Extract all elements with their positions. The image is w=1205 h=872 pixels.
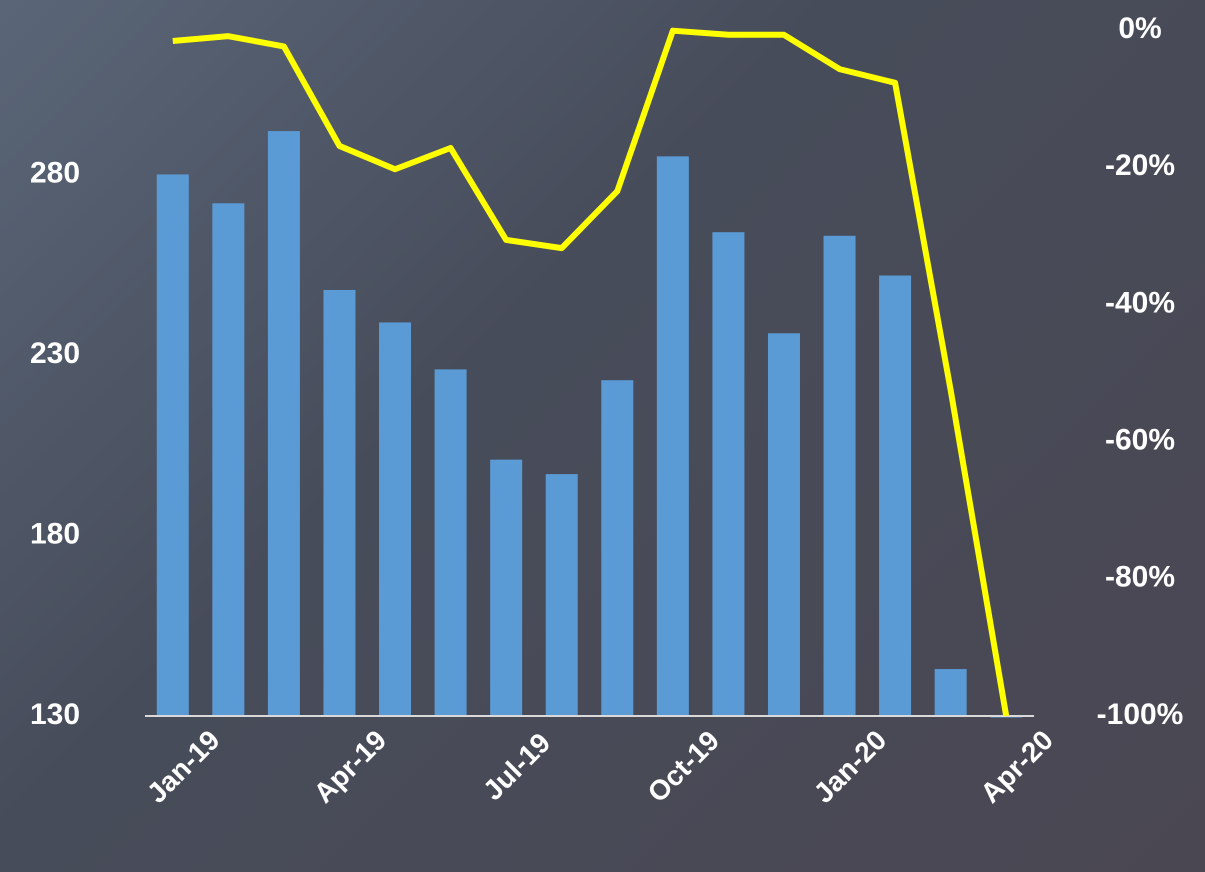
y-tick-label: 280 [30, 156, 80, 189]
bar [545, 474, 578, 716]
bar [879, 275, 912, 716]
x-tick-label: Apr-20 [974, 724, 1059, 809]
y-tick-label: 180 [30, 517, 80, 550]
y2-tick-label: -80% [1105, 561, 1175, 594]
bar [156, 174, 189, 717]
x-tick-label: Apr-19 [308, 724, 393, 809]
bar [934, 669, 967, 716]
y2-tick-label: -40% [1105, 286, 1175, 319]
x-tick-label: Jul-19 [477, 727, 556, 806]
bar [212, 203, 245, 716]
y2-tick-label: -20% [1105, 149, 1175, 182]
y2-tick-label: 0% [1118, 12, 1161, 45]
bar [712, 232, 745, 717]
bar [434, 369, 467, 716]
bar [267, 131, 300, 717]
bar [379, 322, 412, 716]
bar [601, 380, 634, 716]
x-tick-label: Oct-19 [642, 725, 726, 809]
y-tick-label: 130 [30, 698, 80, 731]
bar [323, 289, 356, 716]
bar [823, 235, 856, 717]
y2-tick-label: -60% [1105, 424, 1175, 457]
bar [656, 156, 689, 717]
x-tick-label: Jan-19 [141, 724, 226, 809]
y-tick-label: 230 [30, 337, 80, 370]
line [172, 27, 1010, 717]
y2-tick-label: -100% [1097, 698, 1184, 731]
bar [490, 459, 523, 716]
x-tick-label: Jan-20 [808, 724, 893, 809]
bar [767, 333, 800, 716]
